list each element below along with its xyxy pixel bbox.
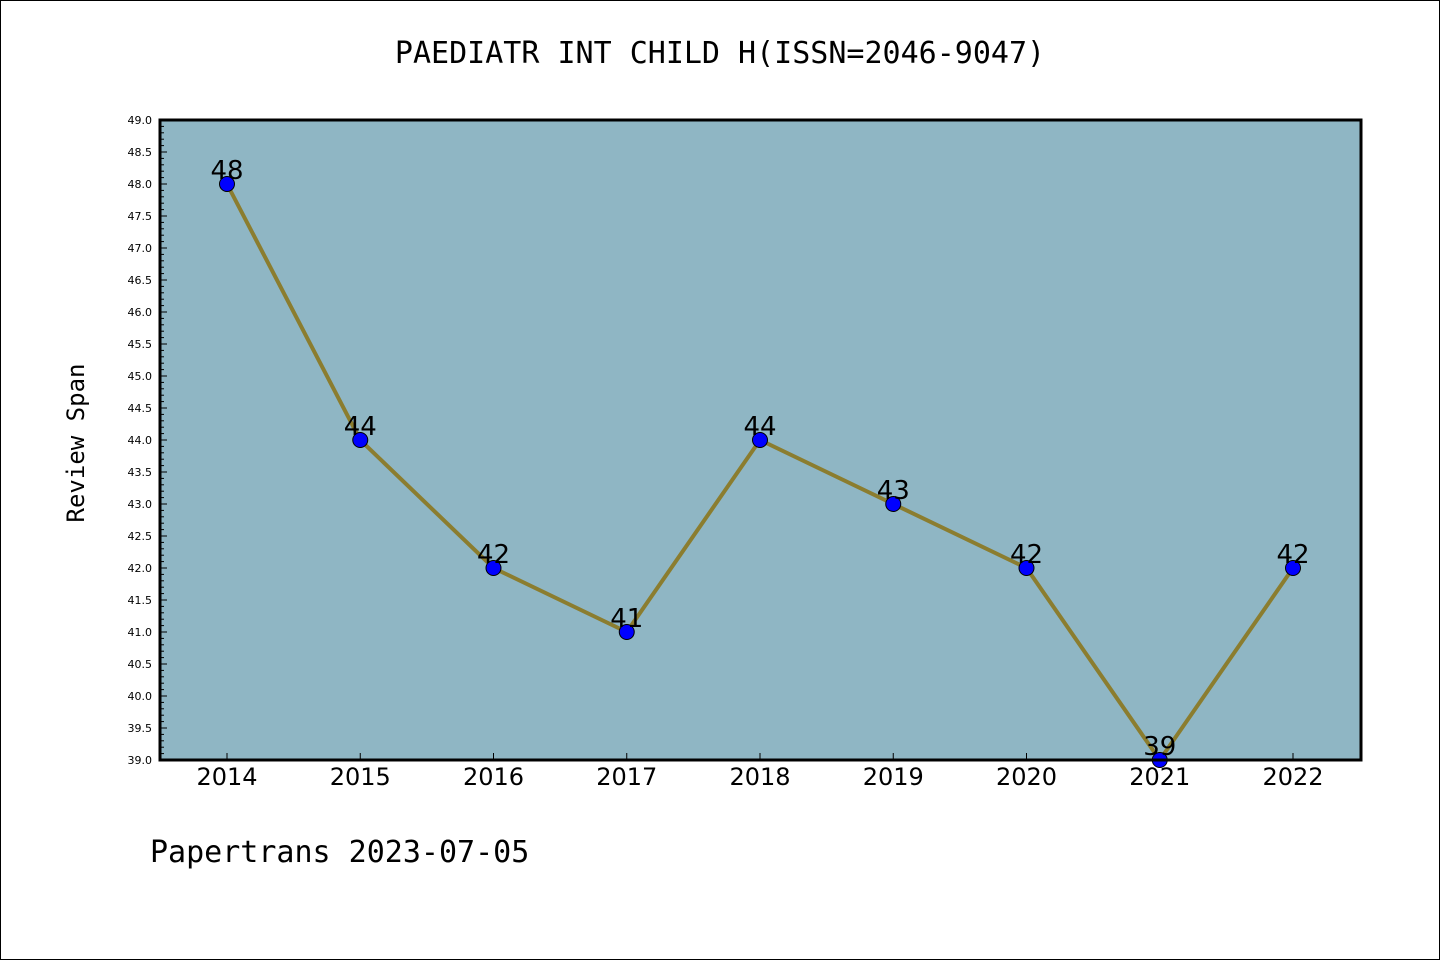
data-point — [618, 624, 635, 640]
y-tick-label: 42.0 — [128, 562, 153, 575]
plot-border — [158, 118, 1363, 762]
data-label: 42 — [477, 540, 510, 570]
y-tick-label: 47.5 — [128, 210, 153, 223]
data-point — [485, 560, 502, 576]
data-point — [885, 496, 902, 512]
y-tick-label: 42.5 — [128, 530, 153, 543]
y-tick-label: 40.0 — [128, 690, 153, 703]
x-tick-label: 2014 — [196, 763, 257, 791]
y-tick-label: 45.0 — [128, 370, 153, 383]
data-label: 42 — [1010, 540, 1043, 570]
y-tick-label: 43.5 — [128, 466, 153, 479]
data-label: 43 — [877, 476, 910, 506]
data-label: 44 — [344, 412, 377, 442]
x-tick-label: 2017 — [596, 763, 657, 791]
x-tick-label: 2020 — [996, 763, 1057, 791]
data-point — [352, 432, 369, 448]
x-tick-label: 2018 — [729, 763, 790, 791]
data-label: 39 — [1143, 732, 1176, 762]
chart-title: PAEDIATR INT CHILD H(ISSN=2046-9047) — [394, 36, 1046, 71]
y-tick-label: 47.0 — [128, 242, 153, 255]
y-tick-label: 46.5 — [128, 274, 153, 287]
data-label: 44 — [743, 412, 776, 442]
data-label: 41 — [610, 604, 643, 634]
x-tick-label: 2016 — [463, 763, 524, 791]
data-markers — [219, 176, 1301, 768]
y-tick-label: 39.0 — [128, 754, 153, 767]
data-point — [219, 176, 235, 192]
y-tick-label: 48.5 — [128, 146, 153, 159]
footer-note: Papertrans 2023-07-05 — [150, 835, 530, 870]
data-label: 42 — [1276, 540, 1309, 570]
data-label: 48 — [210, 156, 243, 186]
y-tick-label: 48.0 — [128, 178, 153, 191]
y-tick-label: 44.0 — [128, 434, 153, 447]
data-point — [1018, 560, 1035, 576]
y-tick-label: 40.5 — [128, 658, 153, 671]
y-tick-label: 46.0 — [128, 306, 153, 319]
y-tick-label: 45.5 — [128, 338, 153, 351]
data-labels: 48 44 42 41 44 43 42 39 42 — [210, 156, 1309, 762]
x-tick-label: 2019 — [863, 763, 924, 791]
data-point — [752, 432, 768, 448]
y-tick-label: 43.0 — [128, 498, 153, 511]
y-tick-label: 44.5 — [128, 402, 153, 415]
y-tick-label: 41.5 — [128, 594, 153, 607]
x-tick-label: 2015 — [330, 763, 391, 791]
y-axis-ticks: 39.0 39.5 40.0 40.5 41.0 41.5 42.0 42.5 43.0 43.5… — [128, 114, 167, 767]
y-tick-label: 41.0 — [128, 626, 153, 639]
y-tick-label: 39.5 — [128, 722, 153, 735]
x-tick-label: 2022 — [1262, 763, 1323, 791]
data-point — [1285, 560, 1301, 576]
y-tick-label: 49.0 — [128, 114, 153, 127]
